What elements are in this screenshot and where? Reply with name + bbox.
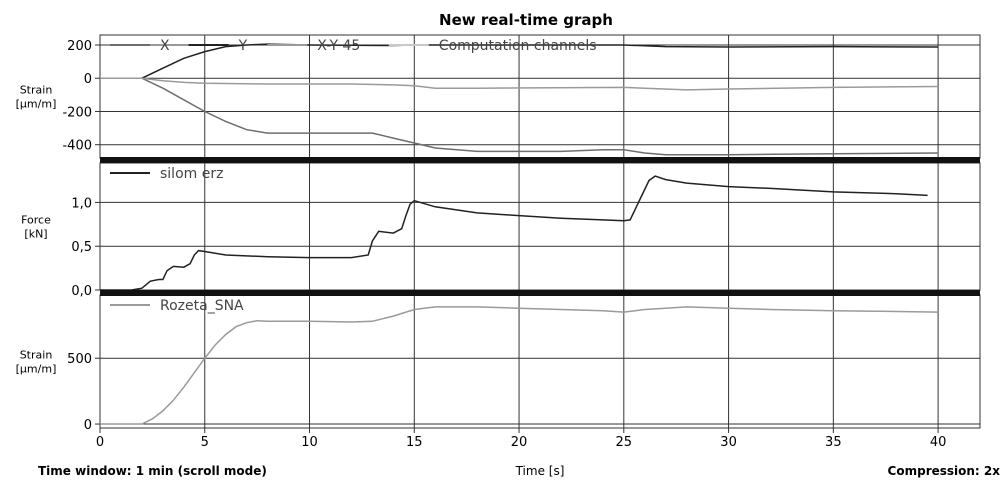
chart-panel-1: 200 0 -200 -400 Strain [µm/m] X Y X-Y 45 Computat…	[16, 34, 981, 159]
chart-title: New real-time graph	[439, 11, 613, 29]
y-tick-label: 1,0	[71, 196, 92, 211]
panel-frame	[99, 162, 981, 291]
y-axis-label: Force [kN]	[21, 214, 51, 241]
legend-entry: Computation channels	[439, 38, 597, 54]
legend-entry: X-Y 45	[317, 38, 360, 54]
x-tick-label: 5	[201, 435, 209, 450]
x-tick-label: 25	[616, 435, 633, 450]
legend-entry: X	[160, 38, 170, 54]
y-tick-label: 0	[84, 418, 92, 433]
y-tick-label: 0,5	[71, 240, 92, 255]
x-tick-label: 15	[406, 435, 423, 450]
chart-panel-2: 1,0 0,5 0,0 Force [kN] silom erz	[21, 162, 981, 299]
x-tick-label: 30	[720, 435, 737, 450]
panel-separator	[100, 157, 980, 163]
legend-entry: silom erz	[160, 166, 223, 182]
y-tick-label: 0,0	[71, 284, 92, 299]
y-tick-label: 200	[67, 39, 92, 54]
x-tick-label: 20	[511, 435, 528, 450]
legend-entry: Rozeta_SNA	[160, 298, 244, 314]
series-line-x-y-45	[100, 77, 939, 91]
series-line-x	[100, 77, 939, 156]
series-line-silom-erz	[100, 175, 928, 290]
time-window-label: Time window: 1 min (scroll mode)	[38, 464, 267, 478]
y-tick-label: -400	[62, 139, 92, 154]
y-tick-label: 500	[67, 352, 92, 367]
x-tick-label: 10	[301, 435, 318, 450]
x-tick-label: 0	[96, 435, 104, 450]
compression-label: Compression: 2x	[888, 464, 1001, 478]
series-line-y	[100, 43, 939, 79]
chart-panel-3: 500 0 Strain [µm/m] Rozeta_SNA 0 5 10 15 20 25 30 35…	[16, 294, 981, 450]
y-tick-label: -200	[62, 105, 92, 120]
x-tick-label: 40	[930, 435, 947, 450]
y-axis-label: Strain [µm/m]	[16, 349, 57, 376]
panel-frame	[99, 294, 981, 429]
series-line-rozeta-sna	[100, 306, 939, 425]
x-axis-label: Time [s]	[515, 464, 565, 478]
y-axis-label: Strain [µm/m]	[16, 84, 57, 111]
y-tick-label: 0	[84, 72, 92, 87]
panel-separator	[100, 290, 980, 296]
legend-entry: Y	[238, 38, 248, 54]
x-tick-label: 35	[825, 435, 842, 450]
